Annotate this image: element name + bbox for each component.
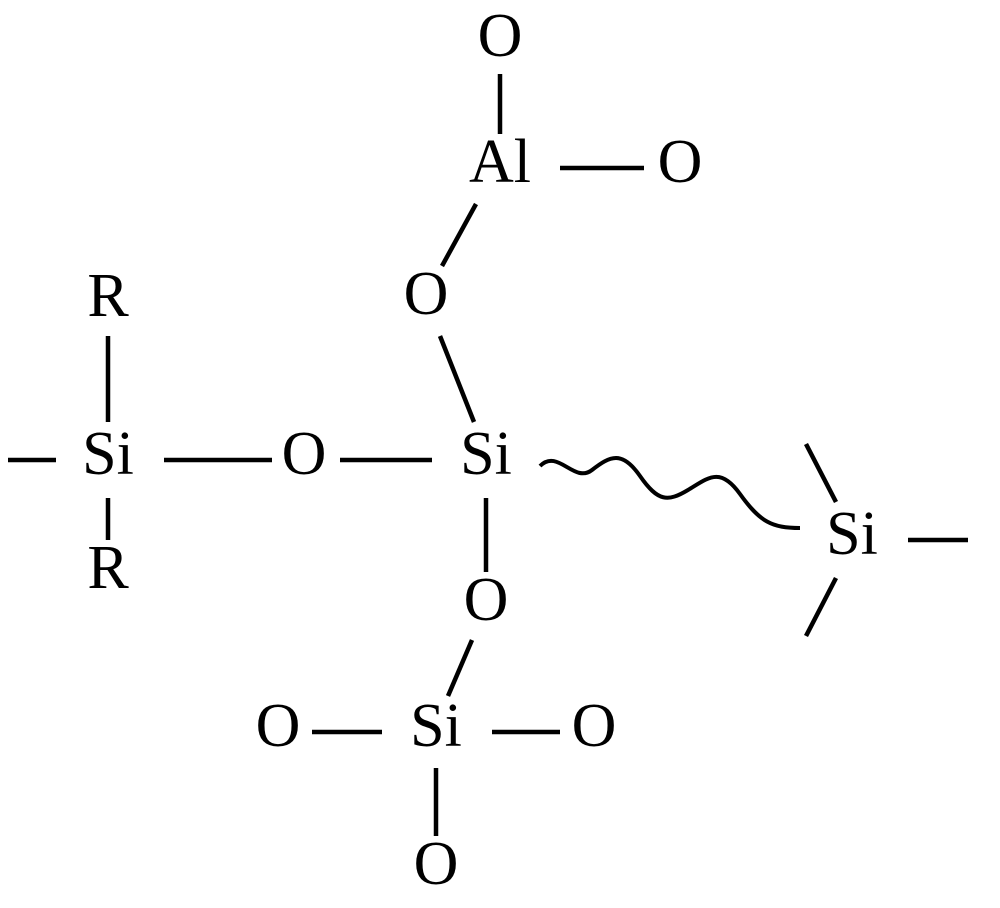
atom-O_bl: O	[256, 692, 301, 760]
bond-single	[442, 204, 476, 266]
atom-R_bot: R	[87, 534, 129, 602]
atom-O_top_right: O	[658, 128, 703, 196]
bond-single	[806, 578, 836, 636]
atom-Si_left: Si	[82, 420, 134, 488]
atom-O_mid: O	[282, 420, 327, 488]
atom-O_below: O	[464, 566, 509, 634]
atom-O_bb: O	[414, 830, 459, 898]
atom-Si_center: Si	[460, 420, 512, 488]
atom-O_top: O	[478, 2, 523, 70]
chemical-diagram: OAlOORSiOSiRSiOOSiOO	[0, 0, 1000, 908]
atom-Si_bottom: Si	[410, 692, 462, 760]
atom-Si_right: Si	[826, 500, 878, 568]
atom-R_top: R	[87, 262, 129, 330]
bond-single	[440, 336, 474, 422]
bond-single	[448, 640, 472, 696]
bond-single	[806, 444, 836, 502]
atom-Al: Al	[469, 128, 531, 196]
atom-O_diag: O	[404, 260, 449, 328]
bond-wavy	[540, 458, 800, 528]
atom-O_br: O	[572, 692, 617, 760]
